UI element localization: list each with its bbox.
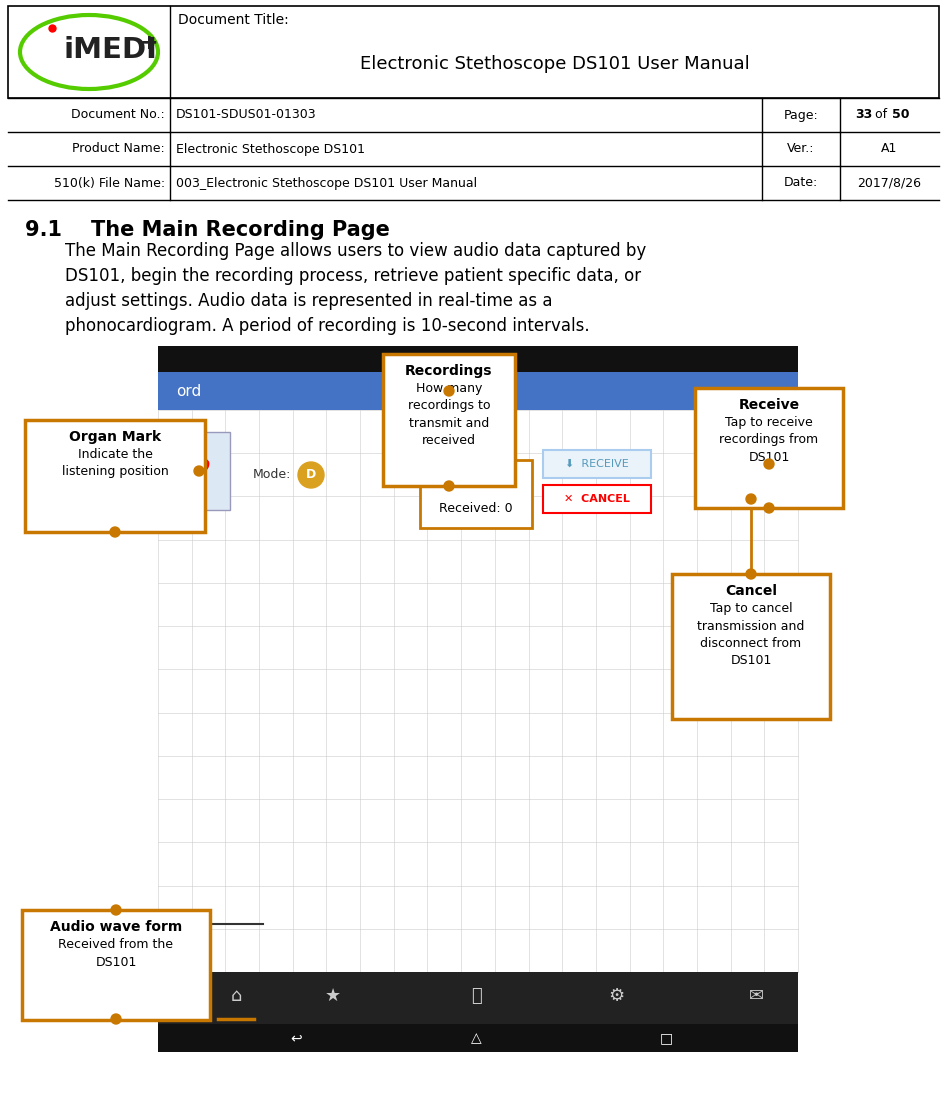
Text: How many
recordings to
transmit and
received: How many recordings to transmit and rece… — [408, 382, 491, 447]
Text: Received from the
DS101: Received from the DS101 — [59, 938, 173, 968]
Ellipse shape — [20, 15, 158, 89]
Text: Date:: Date: — [784, 177, 818, 190]
Text: The Main Recording Page allows users to view audio data captured by
DS101, begin: The Main Recording Page allows users to … — [65, 242, 646, 335]
Text: ✕  CANCEL: ✕ CANCEL — [564, 493, 630, 505]
Circle shape — [746, 569, 756, 578]
Text: 50: 50 — [892, 108, 909, 121]
Bar — [158, 1025, 798, 1052]
Text: Electronic Stethoscope DS101: Electronic Stethoscope DS101 — [176, 142, 365, 156]
Bar — [158, 410, 798, 972]
Text: ⬇  RECEIVE: ⬇ RECEIVE — [565, 459, 629, 469]
Text: Audio wave form: Audio wave form — [50, 920, 182, 934]
Text: Tap to receive
recordings from
DS101: Tap to receive recordings from DS101 — [720, 416, 818, 464]
Text: ⌂: ⌂ — [230, 987, 241, 1005]
Text: Indicate the
listening position: Indicate the listening position — [62, 448, 169, 478]
Bar — [420, 460, 532, 528]
Circle shape — [444, 481, 454, 491]
FancyBboxPatch shape — [695, 388, 843, 508]
Text: 👥: 👥 — [471, 987, 481, 1005]
Circle shape — [194, 466, 204, 476]
Text: Tap to cancel
transmission and
disconnect from
DS101: Tap to cancel transmission and disconnec… — [697, 602, 805, 668]
Text: Receive: Receive — [739, 399, 799, 412]
Text: Recordings: Recordings — [405, 364, 492, 378]
Text: +: + — [140, 33, 159, 53]
Circle shape — [764, 503, 774, 513]
Bar — [168, 432, 230, 510]
FancyBboxPatch shape — [383, 354, 515, 486]
Text: Total: 1: Total: 1 — [454, 474, 499, 487]
Text: of: of — [871, 108, 891, 121]
Text: Document No.:: Document No.: — [71, 108, 165, 121]
Text: ord: ord — [176, 383, 202, 399]
Text: Product Name:: Product Name: — [72, 142, 165, 156]
Text: △: △ — [471, 1031, 481, 1045]
Circle shape — [746, 493, 756, 505]
Text: 2017/8/26: 2017/8/26 — [857, 177, 921, 190]
Circle shape — [764, 459, 774, 469]
Text: □: □ — [659, 1031, 672, 1045]
FancyBboxPatch shape — [25, 420, 205, 532]
Text: Mode:: Mode: — [253, 468, 292, 481]
Text: ⚙: ⚙ — [608, 987, 624, 1005]
Text: A1: A1 — [882, 142, 898, 156]
FancyBboxPatch shape — [672, 574, 830, 719]
Circle shape — [111, 905, 121, 915]
Text: Ver.:: Ver.: — [787, 142, 814, 156]
FancyBboxPatch shape — [8, 6, 939, 98]
Text: 9.1    The Main Recording Page: 9.1 The Main Recording Page — [25, 220, 390, 240]
Bar — [158, 372, 798, 410]
Text: Electronic Stethoscope DS101 User Manual: Electronic Stethoscope DS101 User Manual — [360, 55, 749, 73]
Text: 003_Electronic Stethoscope DS101 User Manual: 003_Electronic Stethoscope DS101 User Ma… — [176, 177, 477, 190]
Bar — [158, 972, 798, 1025]
Text: ★: ★ — [325, 987, 341, 1005]
Text: 510(k) File Name:: 510(k) File Name: — [54, 177, 165, 190]
Circle shape — [110, 527, 120, 537]
Text: 33: 33 — [855, 108, 872, 121]
Text: D: D — [306, 468, 316, 481]
Text: iMEDI: iMEDI — [63, 36, 157, 64]
Text: ♥: ♥ — [187, 457, 211, 485]
Text: Page:: Page: — [783, 108, 818, 121]
Text: Received: 0: Received: 0 — [439, 502, 513, 514]
Circle shape — [298, 461, 324, 488]
Text: Organ Mark: Organ Mark — [69, 429, 161, 444]
Text: ✉: ✉ — [748, 987, 763, 1005]
Bar — [543, 450, 651, 478]
Bar — [543, 485, 651, 513]
Text: Document Title:: Document Title: — [178, 13, 289, 26]
Circle shape — [444, 386, 454, 396]
Circle shape — [111, 1013, 121, 1025]
Text: DS101-SDUS01-01303: DS101-SDUS01-01303 — [176, 108, 316, 121]
Text: ↩: ↩ — [290, 1031, 302, 1045]
FancyBboxPatch shape — [22, 910, 210, 1020]
Text: Cancel: Cancel — [725, 584, 777, 598]
Bar — [158, 346, 798, 372]
